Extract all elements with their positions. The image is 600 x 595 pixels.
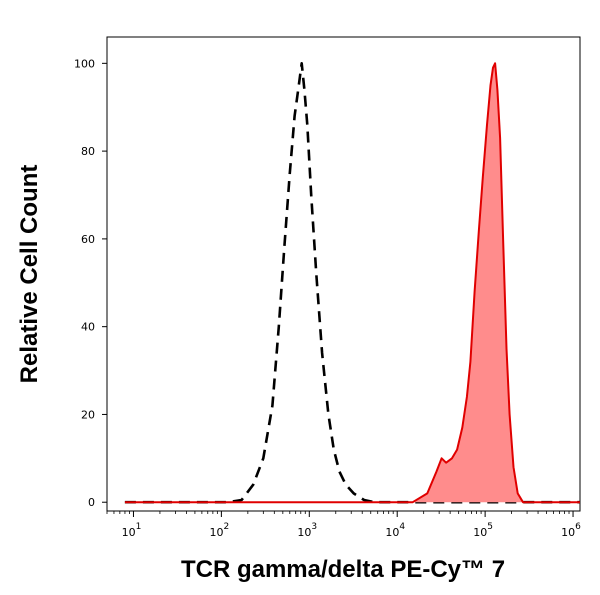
series-layer	[124, 62, 581, 504]
y-tick-label-20: 20	[81, 408, 95, 421]
x-axis: 101 102 103 104 105 106	[106, 511, 581, 539]
series-fill-1	[124, 63, 581, 503]
y-tick-label-40: 40	[81, 321, 95, 334]
series-line-1	[124, 62, 580, 504]
x-tick-label-1e1: 101	[122, 522, 142, 539]
x-tick-label-1e2: 102	[210, 522, 230, 539]
series-line-0	[124, 62, 580, 504]
y-tick-label-80: 80	[81, 145, 95, 158]
y-axis: 0 20 40 60 80 100	[74, 57, 107, 509]
y-tick-label-0: 0	[88, 496, 95, 509]
x-tick-label-1e3: 103	[297, 522, 317, 539]
x-tick-label-1e4: 104	[385, 522, 405, 539]
y-tick-label-60: 60	[81, 233, 95, 246]
plot-frame	[106, 36, 581, 512]
y-tick-label-100: 100	[74, 57, 95, 70]
x-tick-label-1e6: 106	[561, 522, 581, 539]
x-axis-title: TCR gamma/delta PE-Cy™ 7	[181, 556, 505, 583]
y-axis-title: Relative Cell Count	[16, 165, 43, 384]
x-tick-label-1e5: 105	[473, 522, 493, 539]
